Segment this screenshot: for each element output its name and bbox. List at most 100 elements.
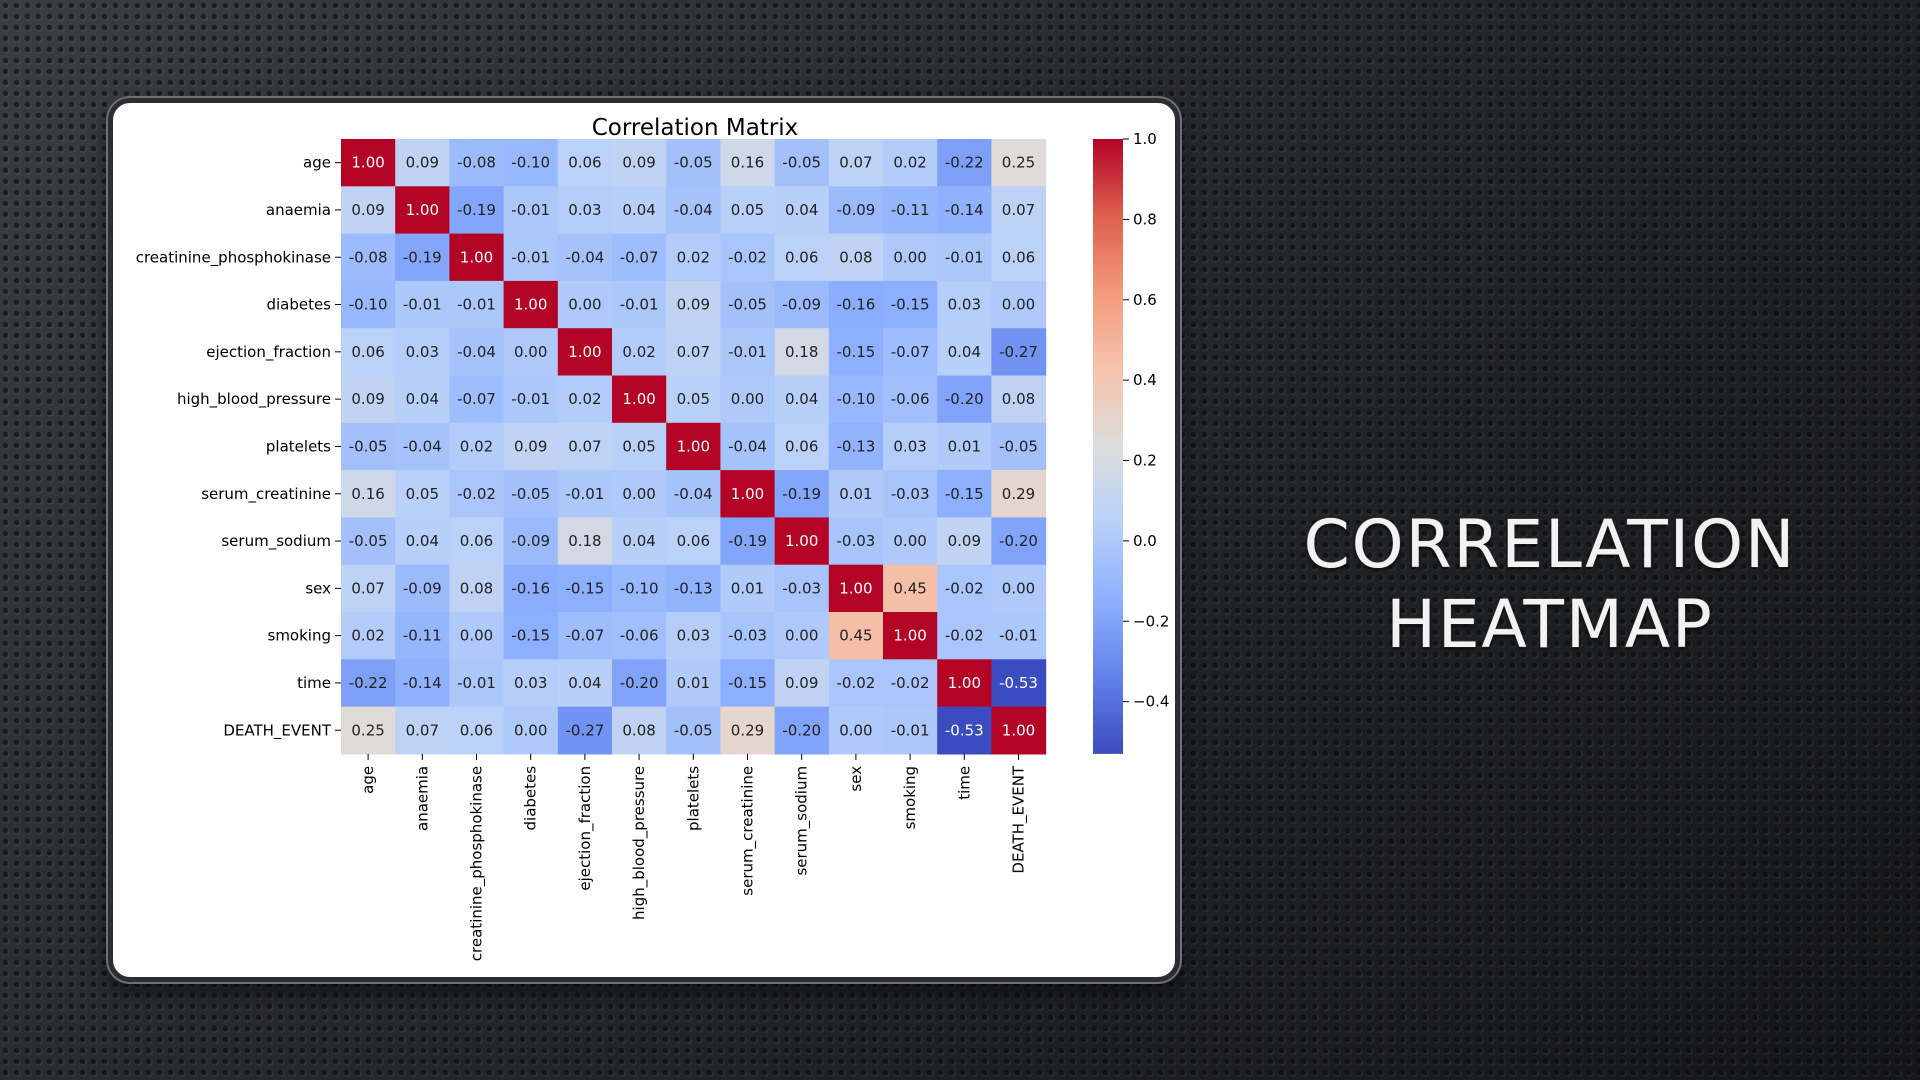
cell-value-label: -0.22 <box>945 154 984 172</box>
cell-value-label: -0.09 <box>511 532 550 550</box>
cell-value-label: 0.02 <box>622 343 655 361</box>
cell-value-label: -0.07 <box>891 343 930 361</box>
heatmap-cell <box>883 375 938 424</box>
heatmap-cell <box>557 422 613 471</box>
cell-value-label: -0.19 <box>403 248 442 266</box>
cell-value-label: -0.53 <box>999 674 1038 692</box>
cell-value-label: 0.02 <box>677 248 710 266</box>
heatmap-cell <box>720 706 776 755</box>
cell-value-label: 0.02 <box>351 627 384 645</box>
cell-value-label: -0.03 <box>891 485 930 503</box>
cell-value-label: 0.29 <box>731 721 764 739</box>
heatmap-cell <box>341 280 396 329</box>
heatmap-cell <box>937 186 992 235</box>
heatmap-cell <box>937 612 992 660</box>
cell-value-label: 0.00 <box>1002 296 1035 314</box>
cell-value-label: -0.05 <box>674 721 713 739</box>
cell-value-label: -0.05 <box>728 296 767 314</box>
cell-value-label: 0.02 <box>568 390 601 408</box>
heatmap-cell <box>666 659 721 708</box>
cell-value-label: 0.04 <box>406 532 439 550</box>
heatmap-cell <box>503 139 559 187</box>
cell-value-label: 0.09 <box>677 296 710 314</box>
cell-value-label: -0.02 <box>836 674 875 692</box>
cell-value-label: 0.06 <box>677 532 710 550</box>
heatmap-cell <box>991 564 1047 613</box>
heatmap-cell <box>883 139 938 187</box>
cell-value-label: -0.01 <box>457 674 496 692</box>
heatmap-cell <box>991 706 1047 755</box>
heatmap-cell <box>883 564 938 613</box>
heatmap-cell <box>503 186 559 235</box>
heatmap-cell <box>341 470 396 518</box>
heatmap-cell <box>828 564 884 613</box>
cell-value-label: -0.01 <box>511 201 550 219</box>
heatmap-cell <box>503 706 559 755</box>
cell-value-label: 0.09 <box>622 154 655 172</box>
cell-value-label: 0.06 <box>568 154 601 172</box>
heatmap-cell <box>828 280 884 329</box>
heatmap-cell <box>828 612 884 660</box>
x-tick-label: diabetes <box>522 766 540 831</box>
heatmap-cell <box>828 233 884 282</box>
cell-value-label: -0.15 <box>836 343 875 361</box>
cell-value-label: 0.04 <box>406 390 439 408</box>
x-tick-label: platelets <box>684 766 702 831</box>
heatmap-cell <box>828 422 884 471</box>
cell-value-label: 0.01 <box>948 437 981 455</box>
cell-value-label: 1.00 <box>948 674 981 692</box>
heatmap-cell <box>395 706 450 755</box>
cell-value-label: 0.08 <box>839 248 872 266</box>
cell-value-label: -0.16 <box>836 296 875 314</box>
heatmap-cell <box>557 186 613 235</box>
heatmap-cell <box>341 186 396 235</box>
cell-value-label: 0.29 <box>1002 485 1035 503</box>
colorbar-tick-label: 1.0 <box>1133 130 1157 148</box>
heatmap-cell <box>720 564 776 613</box>
heatmap-cell <box>557 564 613 613</box>
x-tick-label: time <box>955 766 973 800</box>
heatmap-cell <box>666 470 721 518</box>
cell-value-label: 1.00 <box>460 248 493 266</box>
heatmap-cell <box>449 470 505 518</box>
heatmap-cell <box>341 328 396 377</box>
y-tick-label: ejection_fraction <box>206 343 331 362</box>
cell-value-label: -0.27 <box>565 721 604 739</box>
heatmap-cell <box>612 280 667 329</box>
heatmap-cell <box>828 659 884 708</box>
heatmap-cell <box>666 422 721 471</box>
heatmap-cell <box>341 375 396 424</box>
cell-value-label: 0.00 <box>839 721 872 739</box>
cell-value-label: -0.01 <box>620 296 659 314</box>
heatmap-cell <box>666 280 721 329</box>
heatmap-cell <box>395 375 450 424</box>
heatmap-cell <box>720 139 776 187</box>
x-tick-label: creatinine_phosphokinase <box>468 766 487 961</box>
heatmap-cell <box>991 186 1047 235</box>
cell-value-label: -0.10 <box>511 154 550 172</box>
y-tick-label: smoking <box>268 627 332 645</box>
cell-value-label: 1.00 <box>351 154 384 172</box>
heatmap-cell <box>503 280 559 329</box>
cell-value-label: 1.00 <box>514 296 547 314</box>
heatmap-cell <box>883 517 938 566</box>
heatmap-cell <box>449 186 505 235</box>
cell-value-label: 0.03 <box>948 296 981 314</box>
heatmap-cell <box>720 280 776 329</box>
heatmap-cell <box>991 517 1047 566</box>
heatmap-cell <box>612 139 667 187</box>
heatmap-cell <box>720 186 776 235</box>
cell-value-label: -0.20 <box>782 721 821 739</box>
cell-value-label: -0.10 <box>620 579 659 597</box>
heatmap-cell <box>341 233 396 282</box>
heatmap-cell <box>503 659 559 708</box>
cell-value-label: 0.07 <box>406 721 439 739</box>
heatmap-cell <box>449 328 505 377</box>
x-tick-label: ejection_fraction <box>576 766 595 891</box>
heatmap-cell <box>774 612 830 660</box>
cell-value-label: 0.01 <box>731 579 764 597</box>
heatmap-cell <box>449 139 505 187</box>
cell-value-label: 0.06 <box>460 532 493 550</box>
cell-value-label: 0.09 <box>785 674 818 692</box>
heatmap-cell <box>341 612 396 660</box>
